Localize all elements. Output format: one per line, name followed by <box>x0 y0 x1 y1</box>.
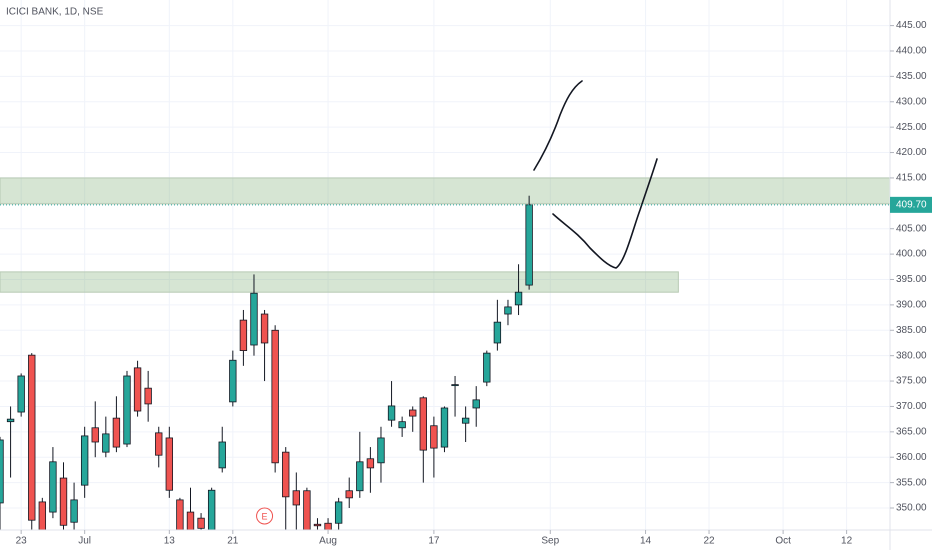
candle-body <box>282 451 290 498</box>
candle-body <box>271 329 279 464</box>
x-tick-label: 13 <box>164 536 176 547</box>
candle-body <box>483 352 491 383</box>
freehand-up <box>533 80 583 171</box>
candle-body <box>451 384 459 387</box>
candle-body <box>133 367 142 412</box>
candle-body <box>239 319 248 351</box>
event-marker <box>256 507 274 525</box>
candle-body <box>229 359 237 403</box>
last-price-tag <box>890 196 932 213</box>
y-tick-label: 420.00 <box>896 147 927 158</box>
candle-body <box>17 375 25 413</box>
y-tick-label: 365.00 <box>896 426 927 437</box>
candle-body <box>197 517 205 529</box>
candle-body <box>398 421 406 429</box>
candle-body <box>250 292 258 346</box>
candle-body <box>38 501 47 530</box>
candle-body <box>387 405 396 421</box>
x-tick-label: Jul <box>78 536 91 547</box>
candle-body <box>461 417 470 424</box>
y-tick-label: 390.00 <box>896 300 927 311</box>
candle-body <box>504 306 512 315</box>
y-tick-label: 440.00 <box>896 46 927 57</box>
candle-body <box>377 437 385 464</box>
candle-body <box>91 427 99 443</box>
drawings <box>533 80 658 269</box>
y-tick-label: 425.00 <box>896 122 927 133</box>
candle-body <box>155 432 163 456</box>
candle-body <box>260 313 269 344</box>
candle-body <box>0 439 4 504</box>
candle-body <box>430 425 438 449</box>
candle-body <box>6 418 15 423</box>
candle-body <box>144 387 152 405</box>
event-label: E <box>262 511 268 521</box>
candle-body <box>292 490 300 506</box>
candle-body <box>207 489 216 530</box>
last-price-label: 409.70 <box>896 199 927 210</box>
chart-title: ICICI BANK, 1D, NSE <box>6 7 104 18</box>
x-tick-label: 14 <box>640 536 652 547</box>
y-tick-label: 435.00 <box>896 71 927 82</box>
zone <box>0 177 890 205</box>
y-tick-label: 395.00 <box>896 274 927 285</box>
x-tick-label: Sep <box>541 536 559 547</box>
x-tick-label: 12 <box>841 536 853 547</box>
candle-body <box>419 397 427 451</box>
candle-body <box>366 458 375 469</box>
candle-body <box>80 435 89 486</box>
x-tick-label: 21 <box>227 536 239 547</box>
candle-body <box>313 523 322 527</box>
candle-body <box>218 441 226 469</box>
candle-body <box>334 501 343 524</box>
candle-body <box>176 499 184 530</box>
candle-body <box>356 461 364 492</box>
x-tick-label: Oct <box>775 536 791 547</box>
zone <box>0 271 679 293</box>
y-tick-label: 375.00 <box>896 376 927 387</box>
y-tick-label: 400.00 <box>896 249 927 260</box>
y-tick-label: 355.00 <box>896 477 927 488</box>
candle-body <box>165 437 174 491</box>
y-tick-label: 350.00 <box>896 503 927 514</box>
y-tick-label: 385.00 <box>896 325 927 336</box>
candle-body <box>324 522 332 530</box>
candle-body <box>70 499 78 523</box>
y-tick-label: 405.00 <box>896 223 927 234</box>
candle-body <box>345 490 353 499</box>
y-tick-label: 415.00 <box>896 173 927 184</box>
y-tick-label: 430.00 <box>896 96 927 107</box>
y-tick-label: 445.00 <box>896 20 927 31</box>
candle-body <box>186 511 195 530</box>
y-tick-label: 380.00 <box>896 350 927 361</box>
x-tick-label: Aug <box>319 536 337 547</box>
freehand-dip <box>552 158 658 269</box>
candle-body <box>525 204 533 286</box>
candle-body <box>123 375 131 445</box>
zones <box>0 177 890 293</box>
candle-body <box>409 409 417 417</box>
candles: E <box>0 195 533 530</box>
x-tick-label: 17 <box>428 536 440 547</box>
x-tick-label: 22 <box>703 536 715 547</box>
candle-body <box>303 490 311 530</box>
candle-body <box>102 433 110 453</box>
candle-body <box>440 407 449 448</box>
candle-body <box>472 399 480 409</box>
candle-body <box>112 417 121 448</box>
x-tick-label: 23 <box>16 536 28 547</box>
candle-body <box>493 321 502 344</box>
y-tick-label: 360.00 <box>896 452 927 463</box>
candle-body <box>49 461 57 513</box>
candle-body <box>59 477 68 526</box>
grid <box>0 0 890 530</box>
candle-body <box>28 354 36 521</box>
candle-body <box>514 291 523 306</box>
y-tick-label: 370.00 <box>896 401 927 412</box>
